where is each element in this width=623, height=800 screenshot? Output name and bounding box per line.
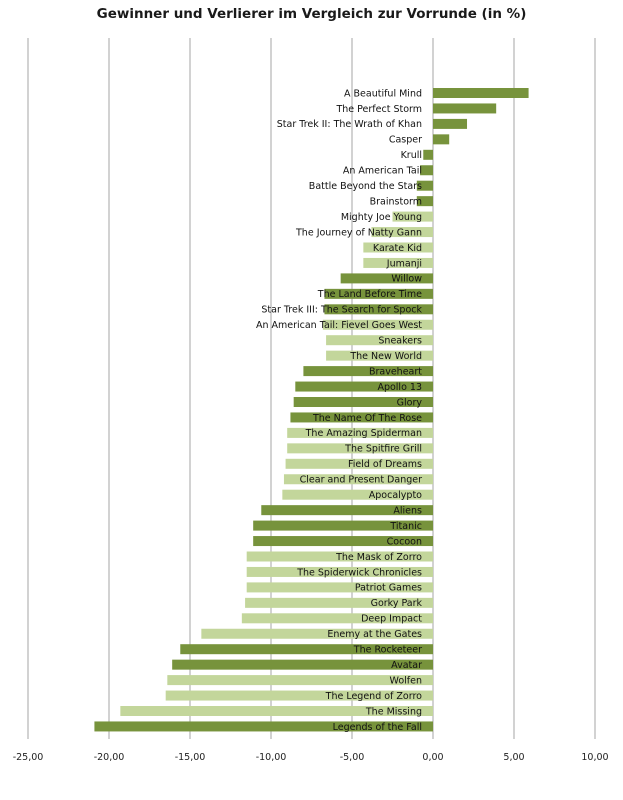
category-label: Jumanji <box>386 258 422 269</box>
category-label: Battle Beyond the Stars <box>309 181 422 192</box>
category-label: Patriot Games <box>355 583 422 594</box>
category-label: An American Tail: Fievel Goes West <box>256 320 422 331</box>
category-label: Apollo 13 <box>377 382 422 393</box>
bar <box>293 397 433 407</box>
bar <box>322 319 433 330</box>
x-tick-label: -20,00 <box>94 752 125 763</box>
bar <box>120 706 433 716</box>
category-label: Deep Impact <box>361 614 422 625</box>
bar <box>416 180 433 191</box>
bar <box>253 536 433 547</box>
bar <box>433 118 468 129</box>
category-label: The Rocketeer <box>353 645 422 656</box>
category-label: The Journey of Natty Gann <box>295 227 422 238</box>
bar <box>201 628 433 639</box>
bar <box>167 675 433 686</box>
category-label: Glory <box>397 397 423 408</box>
bar <box>340 273 433 284</box>
bar <box>392 211 433 222</box>
bars <box>94 88 529 732</box>
category-label: Gorky Park <box>371 598 423 609</box>
category-label: Titanic <box>389 521 422 532</box>
category-label: The Amazing Spiderman <box>305 428 422 439</box>
category-label: Krull <box>401 150 422 161</box>
x-tick-label: 10,00 <box>581 752 608 763</box>
x-tick-label: 5,00 <box>503 752 524 763</box>
bar <box>433 103 497 114</box>
category-label: Karate Kid <box>373 243 422 254</box>
bar <box>285 458 433 469</box>
bar <box>326 335 433 346</box>
bar <box>433 134 450 145</box>
category-label: The Land Before Time <box>317 289 422 300</box>
x-tick-label: 0,00 <box>422 752 443 763</box>
category-label: Casper <box>389 135 422 146</box>
bar <box>416 196 433 207</box>
category-label: An American Tail <box>343 166 422 177</box>
bar <box>290 412 433 423</box>
category-label: The Spitfire Grill <box>344 444 422 455</box>
bar <box>420 165 433 176</box>
bar <box>283 474 433 485</box>
x-tick-label: -5,00 <box>340 752 365 763</box>
bar <box>363 242 433 253</box>
bar <box>324 288 433 299</box>
bar <box>326 350 433 361</box>
category-label: Mighty Joe Young <box>341 212 422 223</box>
category-label: The Name Of The Rose <box>312 413 422 424</box>
category-label: Aliens <box>393 505 422 516</box>
bar <box>94 721 434 732</box>
bar <box>165 690 433 701</box>
category-label: Apocalypto <box>369 490 422 501</box>
bar <box>180 644 433 655</box>
category-label: The New World <box>349 351 422 362</box>
bar <box>172 659 433 670</box>
category-label: Legends of the Fall <box>333 722 422 733</box>
bar <box>246 582 433 593</box>
category-label: The Missing <box>365 706 422 717</box>
category-label: Star Trek II: The Wrath of Khan <box>277 119 422 130</box>
x-axis-ticks: -25,00 -20,00 -15,00 -10,00 -5,00 0,00 5,00 10,… <box>13 752 609 763</box>
category-label: A Beautiful Mind <box>344 88 422 99</box>
category-label: Enemy at the Gates <box>327 629 422 640</box>
bar <box>246 551 433 562</box>
category-label: Star Trek III: The Search for Spock <box>261 305 422 316</box>
chart-title: Gewinner und Verlierer im Vergleich zur … <box>96 6 527 22</box>
bar <box>261 505 433 516</box>
bar <box>324 304 433 315</box>
bar <box>282 489 433 500</box>
bar <box>245 597 433 608</box>
category-label: Willow <box>391 274 422 285</box>
category-label: The Perfect Storm <box>335 104 422 115</box>
category-label: Sneakers <box>378 336 422 347</box>
bar <box>246 566 433 577</box>
category-label: Avatar <box>391 660 422 671</box>
category-label: Clear and Present Danger <box>300 475 422 486</box>
x-tick-label: -15,00 <box>175 752 206 763</box>
bar <box>295 381 433 392</box>
category-label: Braveheart <box>369 366 422 377</box>
x-tick-label: -25,00 <box>13 752 44 763</box>
x-tick-label: -10,00 <box>256 752 287 763</box>
bar <box>433 88 529 98</box>
bar <box>423 149 433 160</box>
bar <box>287 427 433 438</box>
bar <box>303 366 433 377</box>
category-label: Brainstorm <box>370 196 422 207</box>
bar <box>363 257 433 268</box>
category-label: Wolfen <box>390 675 423 686</box>
category-label: Field of Dreams <box>348 459 422 470</box>
category-labels: A Beautiful Mind The Perfect Storm Star Tr… <box>256 88 423 732</box>
bar <box>241 613 433 624</box>
category-label: Cocoon <box>387 536 422 547</box>
bar <box>253 520 433 531</box>
bar <box>287 443 433 454</box>
category-label: The Spiderwick Chronicles <box>296 567 422 578</box>
category-label: The Legend of Zorro <box>325 691 423 702</box>
category-label: The Mask of Zorro <box>335 552 422 563</box>
bar <box>371 227 433 238</box>
